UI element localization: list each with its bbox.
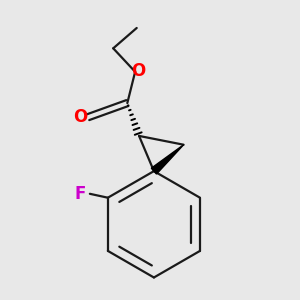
Text: O: O [131, 62, 146, 80]
Polygon shape [151, 145, 184, 174]
Text: O: O [73, 108, 88, 126]
Text: F: F [75, 185, 86, 203]
